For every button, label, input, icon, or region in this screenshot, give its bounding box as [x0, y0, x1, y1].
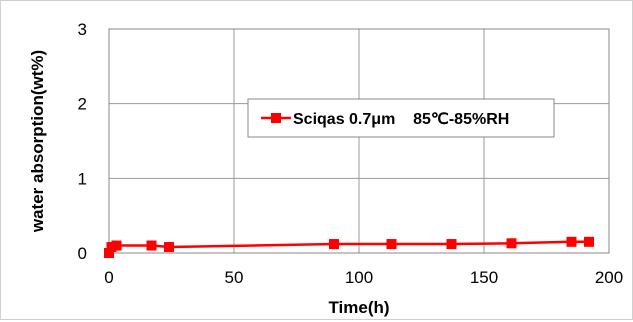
data-point — [566, 236, 577, 247]
x-tick-label: 50 — [225, 268, 244, 287]
y-tick-label: 1 — [78, 169, 87, 188]
data-point — [386, 239, 397, 250]
series-line — [107, 240, 589, 254]
x-tick-label: 100 — [345, 268, 373, 287]
legend-marker — [271, 113, 281, 123]
legend-box — [247, 98, 555, 138]
x-axis-title: Time(h) — [328, 298, 389, 317]
y-tick-label: 2 — [78, 95, 87, 114]
data-point — [506, 238, 517, 249]
grid — [108, 28, 610, 254]
data-point — [584, 236, 594, 247]
x-tick-label: 0 — [104, 268, 113, 287]
x-tick-label: 150 — [470, 268, 498, 287]
y-axis-title: water absorption(wt%) — [28, 50, 47, 233]
data-point — [164, 242, 174, 253]
series-layer — [104, 236, 594, 258]
legend: Sciqas 0.7μm 85℃-85%RH — [247, 98, 555, 138]
legend-label: Sciqas 0.7μm 85℃-85%RH — [293, 111, 509, 128]
x-tick-label: 200 — [595, 268, 623, 287]
data-point — [111, 240, 122, 251]
y-tick-label: 0 — [78, 244, 87, 263]
tick-labels: 0 1 2 3 0 50 100 150 200 — [78, 20, 624, 287]
y-tick-label: 3 — [78, 20, 87, 39]
data-point — [446, 239, 457, 250]
data-point — [146, 240, 157, 251]
data-point — [329, 239, 339, 250]
plot-area — [108, 28, 610, 254]
data-point — [104, 248, 114, 258]
